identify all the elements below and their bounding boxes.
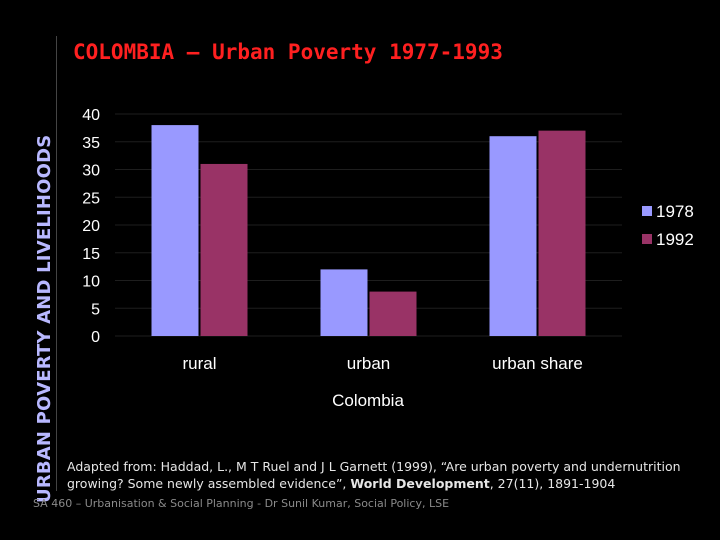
bar-1992-urban-share xyxy=(538,130,586,336)
y-tick-label: 15 xyxy=(82,246,100,263)
bar-1992-urban xyxy=(369,291,417,336)
bar-1978-urban-share xyxy=(489,136,537,336)
divider xyxy=(56,36,57,491)
legend-label: 1978 xyxy=(656,202,694,221)
y-axis-ticks: 0 5 10 15 20 25 30 35 40 xyxy=(82,107,100,346)
citation-journal: World Development xyxy=(350,476,490,491)
x-category-label: urban share xyxy=(492,354,583,373)
x-category-label: rural xyxy=(182,354,216,373)
bar-1978-rural xyxy=(151,125,199,336)
x-axis-categories: rural urban urban share xyxy=(182,354,582,373)
citation-details: , 27(11), 1891-1904 xyxy=(489,476,616,491)
bar-1992-rural xyxy=(200,163,248,336)
y-tick-label: 25 xyxy=(82,190,100,207)
x-category-label: urban xyxy=(347,354,390,373)
footer: SA 460 – Urbanisation & Social Planning … xyxy=(33,497,450,510)
grid-lines xyxy=(115,113,622,337)
bar-1978-urban xyxy=(320,269,368,336)
y-tick-label: 40 xyxy=(82,107,100,124)
y-tick-label: 0 xyxy=(91,329,100,346)
citation-text: Adapted from: Haddad, L., M T Ruel and J… xyxy=(67,459,681,491)
bars xyxy=(151,125,586,336)
y-tick-label: 30 xyxy=(82,163,100,180)
y-tick-label: 20 xyxy=(82,218,100,235)
legend-label: 1992 xyxy=(656,230,694,249)
slide-title: COLOMBIA – Urban Poverty 1977-1993 xyxy=(73,40,503,64)
legend-swatch xyxy=(642,234,652,244)
y-tick-label: 10 xyxy=(82,274,100,291)
legend-swatch xyxy=(642,206,652,216)
legend: 1978 1992 xyxy=(642,202,694,249)
y-tick-label: 35 xyxy=(82,135,100,152)
x-axis-title: Colombia xyxy=(332,391,404,410)
citation: Adapted from: Haddad, L., M T Ruel and J… xyxy=(67,458,707,492)
y-tick-label: 5 xyxy=(91,301,100,318)
